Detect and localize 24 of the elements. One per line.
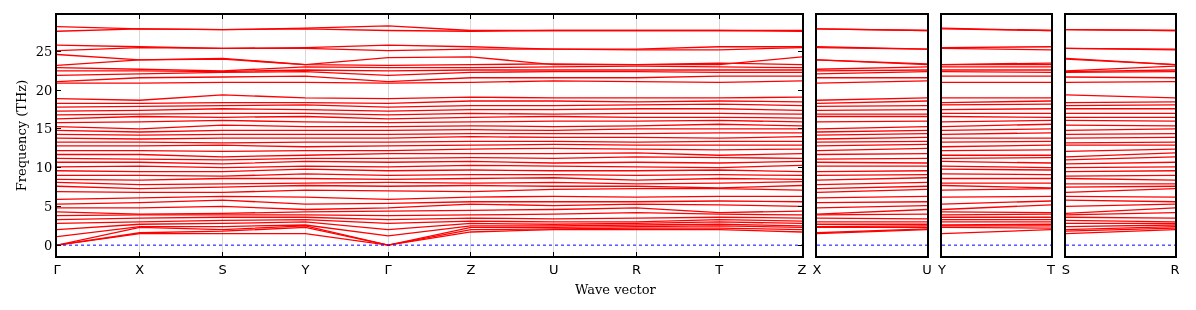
x-tick-label: T bbox=[714, 261, 724, 277]
x-tick-label: T bbox=[1046, 261, 1056, 277]
x-axis-title: Wave vector bbox=[575, 282, 657, 297]
y-tick-label: 20 bbox=[35, 82, 53, 98]
x-tick-label: R bbox=[631, 261, 641, 277]
x-tick-label: X bbox=[812, 261, 822, 277]
x-tick-label: Z bbox=[466, 261, 476, 277]
x-tick-label: Γ bbox=[384, 261, 393, 277]
y-tick-label: 25 bbox=[35, 43, 53, 59]
y-axis-title: Frequency (THz) bbox=[14, 79, 30, 192]
x-tick-label: X bbox=[135, 261, 145, 277]
y-tick-label: 10 bbox=[35, 160, 53, 176]
x-tick-label: Z bbox=[797, 261, 807, 277]
y-tick-label: 15 bbox=[35, 121, 53, 137]
x-tick-label: Y bbox=[937, 261, 947, 277]
x-tick-label: U bbox=[548, 261, 559, 277]
x-tick-label: S bbox=[218, 261, 227, 277]
x-tick-label: Γ bbox=[53, 261, 62, 277]
x-tick-label: R bbox=[1170, 261, 1180, 277]
y-tick-label: 0 bbox=[44, 237, 53, 253]
y-tick-label: 5 bbox=[44, 198, 53, 214]
x-tick-label: U bbox=[922, 261, 932, 277]
x-tick-label: Y bbox=[300, 261, 310, 277]
x-tick-label: S bbox=[1061, 261, 1071, 277]
